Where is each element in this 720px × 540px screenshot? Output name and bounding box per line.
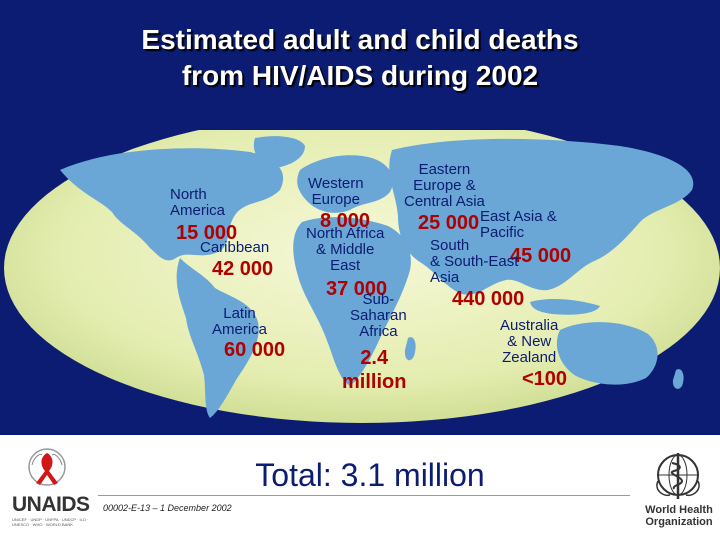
value-east-asia-pacific: 45 000 [510, 245, 572, 267]
unaids-partners: UNICEF · UNDP · UNFPA · UNDCP · ILO · UN… [12, 517, 89, 527]
title-line-2: from HIV/AIDS during 2002 [181, 60, 539, 91]
who-name-text: World Health Organization [645, 504, 713, 528]
label-north-africa-middle-east: North Africa & Middle East [306, 225, 385, 274]
unaids-logo: UNAIDS UNICEF · UNDP · UNFPA · UNDCP · I… [12, 445, 92, 535]
value-north-america: 15 000 [176, 222, 238, 244]
new-zealand-shape [672, 369, 684, 389]
europe-shape [297, 155, 394, 213]
label-western-europe: Western Europe [308, 175, 364, 208]
who-logo: World Health Organization [640, 449, 716, 539]
value-north-africa-middle-east: 37 000 [326, 278, 388, 300]
value-australia-new-zealand: <100 [522, 368, 568, 390]
label-latin-america: Latin America [212, 305, 268, 338]
world-map-graphic [4, 130, 720, 423]
who-emblem-icon [656, 453, 700, 499]
label-south-southeast-asia: South & South-East Asia [430, 237, 519, 286]
unaids-wordmark: UNAIDS [12, 493, 90, 516]
indonesia-shape [530, 299, 600, 315]
footer: UNAIDS UNICEF · UNDP · UNFPA · UNDCP · I… [0, 435, 720, 540]
red-ribbon-icon [28, 448, 66, 486]
label-eastern-europe-central-asia: Eastern Europe & Central Asia [404, 161, 485, 210]
greenland-shape [253, 136, 305, 168]
slide-title: Estimated adult and child deaths from HI… [0, 22, 720, 94]
world-map: North America 15 000 Caribbean 42 000 La… [0, 130, 720, 430]
label-sub-saharan-africa: Sub- Saharan Africa [350, 291, 407, 340]
asia-shape [389, 138, 694, 295]
value-eastern-europe-central-asia: 25 000 [418, 212, 480, 234]
total-deaths: Total: 3.1 million [255, 457, 485, 493]
label-caribbean: Caribbean [200, 239, 270, 256]
madagascar-shape [404, 337, 416, 361]
australia-shape [556, 322, 658, 385]
label-east-asia-pacific: East Asia & Pacific [480, 208, 557, 241]
africa-shape [293, 217, 411, 386]
value-western-europe: 8 000 [320, 210, 371, 232]
value-latin-america: 60 000 [224, 339, 286, 361]
who-wordmark: World Health Organization [640, 504, 718, 528]
label-north-america: North America [170, 186, 226, 219]
value-sub-saharan-africa: 2.4 million [342, 347, 407, 393]
south-america-shape [176, 258, 259, 418]
slide-code: 00002-E-13 – 1 December 2002 [103, 503, 232, 513]
north-america-shape [60, 148, 284, 261]
footer-rule [98, 495, 630, 496]
value-caribbean: 42 000 [212, 258, 274, 280]
label-australia-new-zealand: Australia & New Zealand [500, 317, 559, 366]
value-south-southeast-asia: 440 000 [452, 288, 525, 310]
title-line-1: Estimated adult and child deaths [141, 24, 579, 55]
